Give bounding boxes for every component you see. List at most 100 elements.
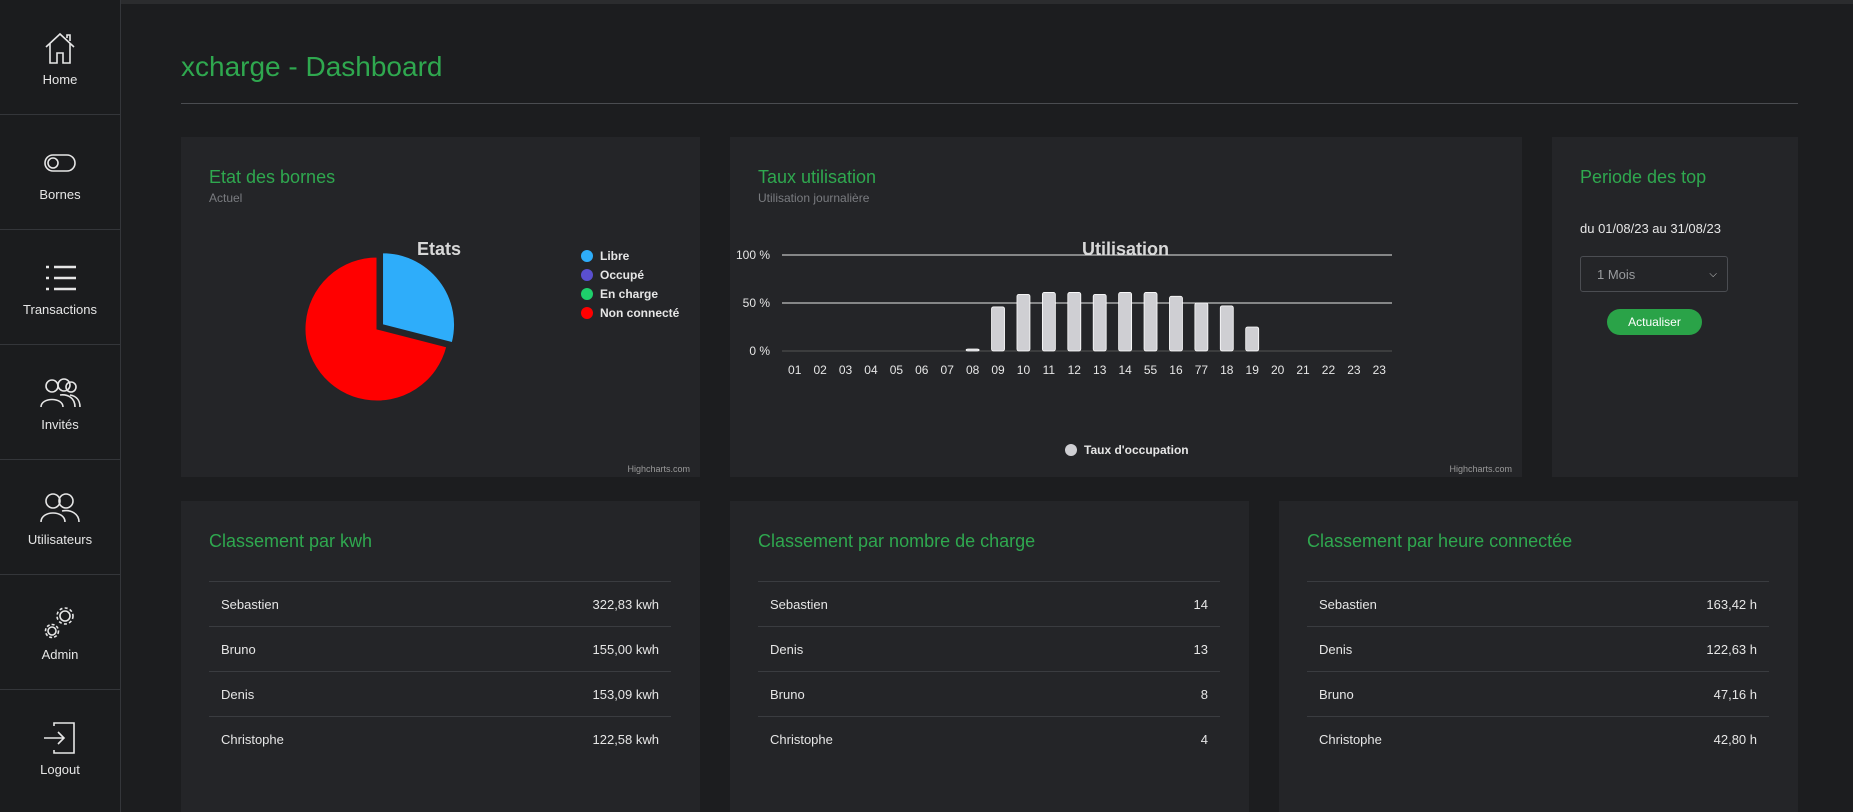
row-name: Denis: [1319, 641, 1353, 657]
bar[interactable]: [1092, 293, 1107, 352]
legend-label: Libre: [600, 249, 630, 263]
row-name: Bruno: [770, 686, 805, 702]
list-icon: [46, 265, 76, 290]
bar[interactable]: [1067, 292, 1082, 352]
card-subtitle: Actuel: [209, 191, 243, 205]
x-tick-label: 06: [915, 363, 929, 377]
bar[interactable]: [1245, 326, 1260, 352]
bar[interactable]: [1143, 292, 1158, 352]
y-tick-label: 100 %: [736, 248, 770, 262]
bar-chart: 0 % 50 % 100 % 01 02 03 04 05 06 07 08 09 10 11 12 13 14…: [736, 248, 1392, 377]
sidebar-item-label: Utilisateurs: [27, 531, 93, 547]
bar[interactable]: [1041, 292, 1056, 352]
table-row: Christophe 4: [758, 716, 1220, 761]
row-name: Denis: [770, 641, 804, 657]
row-value: 14: [1193, 596, 1208, 612]
x-tick-label: 19: [1246, 363, 1260, 377]
sidebar-item-invites[interactable]: Invités: [0, 345, 120, 460]
ranking-table: Sebastien 163,42 h Denis 122,63 h Bruno 47,…: [1307, 581, 1769, 761]
legend-item-occupe[interactable]: Occupé: [581, 268, 644, 282]
bar[interactable]: [1194, 302, 1209, 352]
x-tick-label: 13: [1093, 363, 1107, 377]
row-value: 122,58 kwh: [592, 731, 660, 747]
group-icon: [40, 377, 81, 407]
bar[interactable]: [1169, 295, 1183, 352]
legend-dot: [581, 250, 593, 262]
sidebar-item-admin[interactable]: Admin: [0, 575, 120, 690]
users-icon: [40, 492, 80, 522]
sidebar-item-bornes[interactable]: Bornes: [0, 115, 120, 230]
row-value: 155,00 kwh: [592, 641, 660, 657]
row-value: 122,63 h: [1706, 641, 1757, 657]
chart-title: Etats: [417, 239, 462, 259]
legend-item-non-connecte[interactable]: Non connecté: [581, 306, 679, 320]
row-name: Bruno: [221, 641, 256, 657]
periode-card: Periode des top du 01/08/23 au 31/08/23 …: [1552, 137, 1798, 477]
sidebar-item-label: Admin: [41, 646, 79, 662]
table-row: Denis 13: [758, 626, 1220, 671]
sidebar-item-transactions[interactable]: Transactions: [0, 230, 120, 345]
ranking-kwh-card: Classement par kwh Sebastien 322,83 kwh B…: [181, 501, 700, 812]
row-value: 163,42 h: [1706, 596, 1757, 612]
bar[interactable]: [1219, 305, 1234, 352]
sidebar-item-label: Logout: [40, 762, 80, 777]
chart-title: Utilisation: [1082, 239, 1170, 259]
card-subtitle: Utilisation journalière: [758, 191, 870, 205]
legend-dot: [581, 288, 593, 300]
bar[interactable]: [1016, 293, 1031, 352]
legend-item-libre[interactable]: Libre: [581, 249, 629, 263]
row-name: Christophe: [1319, 731, 1382, 747]
row-name: Bruno: [1319, 686, 1354, 702]
x-tick-label: 20: [1271, 363, 1285, 377]
sidebar-item-logout[interactable]: Logout: [0, 690, 120, 805]
period-range: du 01/08/23 au 31/08/23: [1580, 221, 1721, 236]
row-value: 4: [1200, 731, 1208, 747]
period-select[interactable]: 1 Mois ⌵: [1580, 256, 1728, 292]
table-row: Bruno 47,16 h: [1307, 671, 1769, 716]
page-title: xcharge - Dashboard: [181, 51, 443, 82]
legend-label: Occupé: [600, 268, 645, 282]
pie-chart: [304, 252, 455, 402]
bar[interactable]: [991, 306, 1005, 352]
card-title: Taux utilisation: [758, 167, 877, 187]
x-tick-label: 03: [839, 363, 853, 377]
x-tick-label: 11: [1043, 363, 1056, 377]
x-tick-label: 55: [1144, 363, 1158, 377]
sidebar-item-label: Transactions: [23, 301, 97, 317]
sidebar-item-home[interactable]: Home: [0, 0, 120, 115]
legend-item-taux[interactable]: Taux d'occupation: [1065, 443, 1189, 457]
chart-credit[interactable]: Highcharts.com: [627, 464, 690, 474]
x-tick-label: 09: [991, 363, 1005, 377]
title-divider: [181, 103, 1798, 104]
x-tick-label: 21: [1296, 363, 1310, 377]
sidebar: Home Bornes Transactions Invités Utilisa…: [0, 0, 121, 812]
pie-slice-non-connect-[interactable]: [304, 256, 448, 402]
gears-icon: [44, 606, 74, 638]
x-tick-label: 05: [890, 363, 904, 377]
legend-label: En charge: [600, 287, 659, 301]
taux-utilisation-card: Taux utilisation Utilisation journalière…: [730, 137, 1522, 477]
refresh-button[interactable]: Actualiser: [1607, 309, 1702, 335]
row-name: Christophe: [221, 731, 284, 747]
y-tick-label: 50 %: [743, 296, 771, 310]
y-tick-label: 0 %: [749, 344, 770, 358]
bar[interactable]: [1118, 292, 1133, 352]
row-value: 322,83 kwh: [592, 596, 660, 612]
pie-slice-libre[interactable]: [382, 252, 455, 344]
row-value: 42,80 h: [1713, 731, 1757, 747]
card-title: Classement par kwh: [209, 531, 373, 551]
row-value: 47,16 h: [1713, 686, 1757, 702]
chart-credit[interactable]: Highcharts.com: [1449, 464, 1512, 474]
bar[interactable]: [965, 348, 980, 352]
sidebar-item-utilisateurs[interactable]: Utilisateurs: [0, 460, 120, 575]
home-icon: [45, 32, 75, 64]
ranking-table: Sebastien 322,83 kwh Bruno 155,00 kwh Deni…: [209, 581, 671, 761]
x-tick-label: 18: [1220, 363, 1234, 377]
ranking-hours-card: Classement par heure connectée Sebastien…: [1279, 501, 1798, 812]
x-tick-label: 08: [966, 363, 980, 377]
ranking-count-card: Classement par nombre de charge Sebastie…: [730, 501, 1249, 812]
table-row: Bruno 8: [758, 671, 1220, 716]
x-tick-label: 23: [1373, 363, 1387, 377]
legend-item-en-charge[interactable]: En charge: [581, 287, 658, 301]
toggle-icon: [44, 153, 76, 172]
